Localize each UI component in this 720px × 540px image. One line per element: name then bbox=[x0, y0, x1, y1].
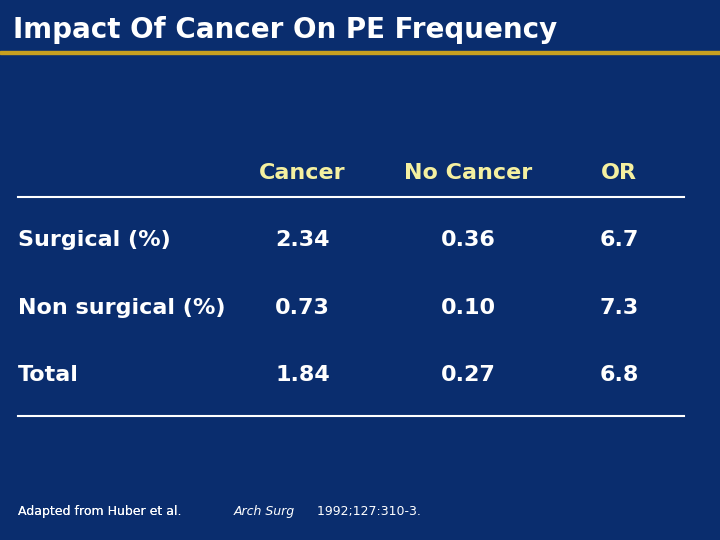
Text: 6.8: 6.8 bbox=[600, 365, 639, 386]
Text: 7.3: 7.3 bbox=[600, 298, 639, 318]
Text: 1.84: 1.84 bbox=[275, 365, 330, 386]
Text: Adapted from Huber et al.: Adapted from Huber et al. bbox=[18, 505, 186, 518]
Text: Non surgical (%): Non surgical (%) bbox=[18, 298, 225, 318]
Text: 2.34: 2.34 bbox=[275, 230, 330, 251]
Text: 6.7: 6.7 bbox=[600, 230, 639, 251]
Text: Surgical (%): Surgical (%) bbox=[18, 230, 171, 251]
Text: Cancer: Cancer bbox=[259, 163, 346, 183]
Text: Arch Surg: Arch Surg bbox=[234, 505, 295, 518]
Text: Total: Total bbox=[18, 365, 79, 386]
Text: 0.36: 0.36 bbox=[441, 230, 495, 251]
Text: OR: OR bbox=[601, 163, 637, 183]
Bar bbox=[0, 51, 720, 54]
Text: Adapted from Huber et al.: Adapted from Huber et al. bbox=[18, 505, 186, 518]
Text: 0.27: 0.27 bbox=[441, 365, 495, 386]
Text: No Cancer: No Cancer bbox=[404, 163, 532, 183]
Text: 0.73: 0.73 bbox=[275, 298, 330, 318]
Text: 1992;127:310-3.: 1992;127:310-3. bbox=[313, 505, 421, 518]
Text: Impact Of Cancer On PE Frequency: Impact Of Cancer On PE Frequency bbox=[13, 16, 557, 44]
Text: 0.10: 0.10 bbox=[441, 298, 495, 318]
